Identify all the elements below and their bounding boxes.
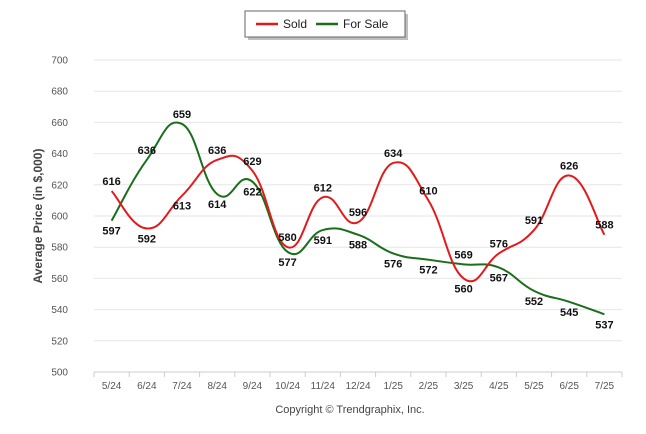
- x-tick-label: 7/25: [595, 381, 615, 392]
- series-layer: [110, 121, 606, 316]
- y-axis-title: Average Price (in $,000): [31, 149, 45, 284]
- legend-label-sold: Sold: [283, 17, 307, 31]
- y-tick-label: 500: [51, 368, 68, 379]
- data-label-for-sale: 537: [595, 319, 613, 331]
- data-label-for-sale: 552: [525, 296, 543, 308]
- x-tick-label: 5/24: [102, 381, 122, 392]
- y-tick-label: 660: [51, 118, 68, 129]
- data-label-sold: 626: [560, 160, 578, 172]
- data-label-sold: 576: [490, 238, 508, 250]
- x-tick-label: 11/24: [311, 381, 336, 392]
- data-label-for-sale: 591: [314, 235, 332, 247]
- x-tick-label: 5/25: [524, 381, 544, 392]
- data-label-for-sale: 577: [278, 257, 296, 269]
- x-tick-label: 3/25: [454, 381, 474, 392]
- y-tick-label: 560: [51, 274, 68, 285]
- grid-layer: [94, 59, 622, 373]
- data-label-sold: 596: [349, 207, 367, 219]
- x-tick-label: 8/24: [207, 381, 227, 392]
- y-tick-label: 700: [51, 56, 68, 67]
- data-label-sold: 610: [419, 185, 437, 197]
- axis-layer: 500 520 540 560 580 600 620 640 660 680 700 5/24 6/2…: [51, 56, 623, 392]
- data-label-for-sale: 614: [208, 199, 227, 211]
- y-tick-label: 600: [51, 212, 68, 223]
- data-label-sold: 612: [314, 182, 332, 194]
- y-tick-label: 680: [51, 87, 68, 98]
- data-label-sold: 588: [595, 220, 613, 232]
- legend-label-for-sale: For Sale: [343, 17, 389, 31]
- data-label-sold: 580: [278, 232, 296, 244]
- data-label-for-sale: 545: [560, 307, 578, 319]
- y-tick-label: 640: [51, 149, 68, 160]
- x-tick-label: 9/24: [243, 381, 263, 392]
- data-label-sold: 629: [243, 156, 261, 168]
- y-tick-label: 520: [51, 336, 68, 347]
- data-label-sold: 592: [138, 233, 156, 245]
- y-tick-label: 580: [51, 243, 68, 254]
- legend[interactable]: Sold For Sale: [244, 10, 408, 40]
- data-label-for-sale: 572: [419, 265, 437, 277]
- x-tick-label: 4/25: [489, 381, 509, 392]
- data-label-sold: 616: [102, 176, 120, 188]
- x-tick-label: 12/24: [345, 381, 370, 392]
- x-tick-label: 2/25: [419, 381, 439, 392]
- data-label-sold: 560: [454, 283, 472, 295]
- x-tick-label: 6/25: [559, 381, 579, 392]
- y-tick-label: 620: [51, 180, 68, 191]
- data-label-for-sale: 569: [454, 249, 472, 261]
- data-label-for-sale: 588: [349, 240, 367, 252]
- copyright-footer: Copyright © Trendgraphix, Inc.: [275, 404, 424, 416]
- data-label-layer: 616 592 613 636 629 580 612 596 634 610 560 576 591 6…: [102, 109, 613, 331]
- data-label-sold: 634: [384, 148, 403, 160]
- x-tick-label: 1/25: [383, 381, 403, 392]
- data-label-for-sale: 622: [243, 187, 261, 199]
- data-label-sold: 636: [208, 145, 226, 157]
- data-label-for-sale: 659: [173, 109, 191, 121]
- x-tick-label: 7/24: [172, 381, 192, 392]
- x-tick-label: 10/24: [275, 381, 300, 392]
- data-label-sold: 613: [173, 201, 191, 213]
- data-label-for-sale: 567: [490, 272, 508, 284]
- data-label-for-sale: 636: [138, 145, 156, 157]
- y-tick-label: 540: [51, 305, 68, 316]
- data-label-for-sale: 597: [102, 226, 120, 238]
- series-line-for-sale: [110, 121, 605, 316]
- data-label-sold: 591: [525, 215, 543, 227]
- series-line-sold: [110, 154, 606, 283]
- data-label-for-sale: 576: [384, 258, 402, 270]
- x-tick-label: 6/24: [137, 381, 157, 392]
